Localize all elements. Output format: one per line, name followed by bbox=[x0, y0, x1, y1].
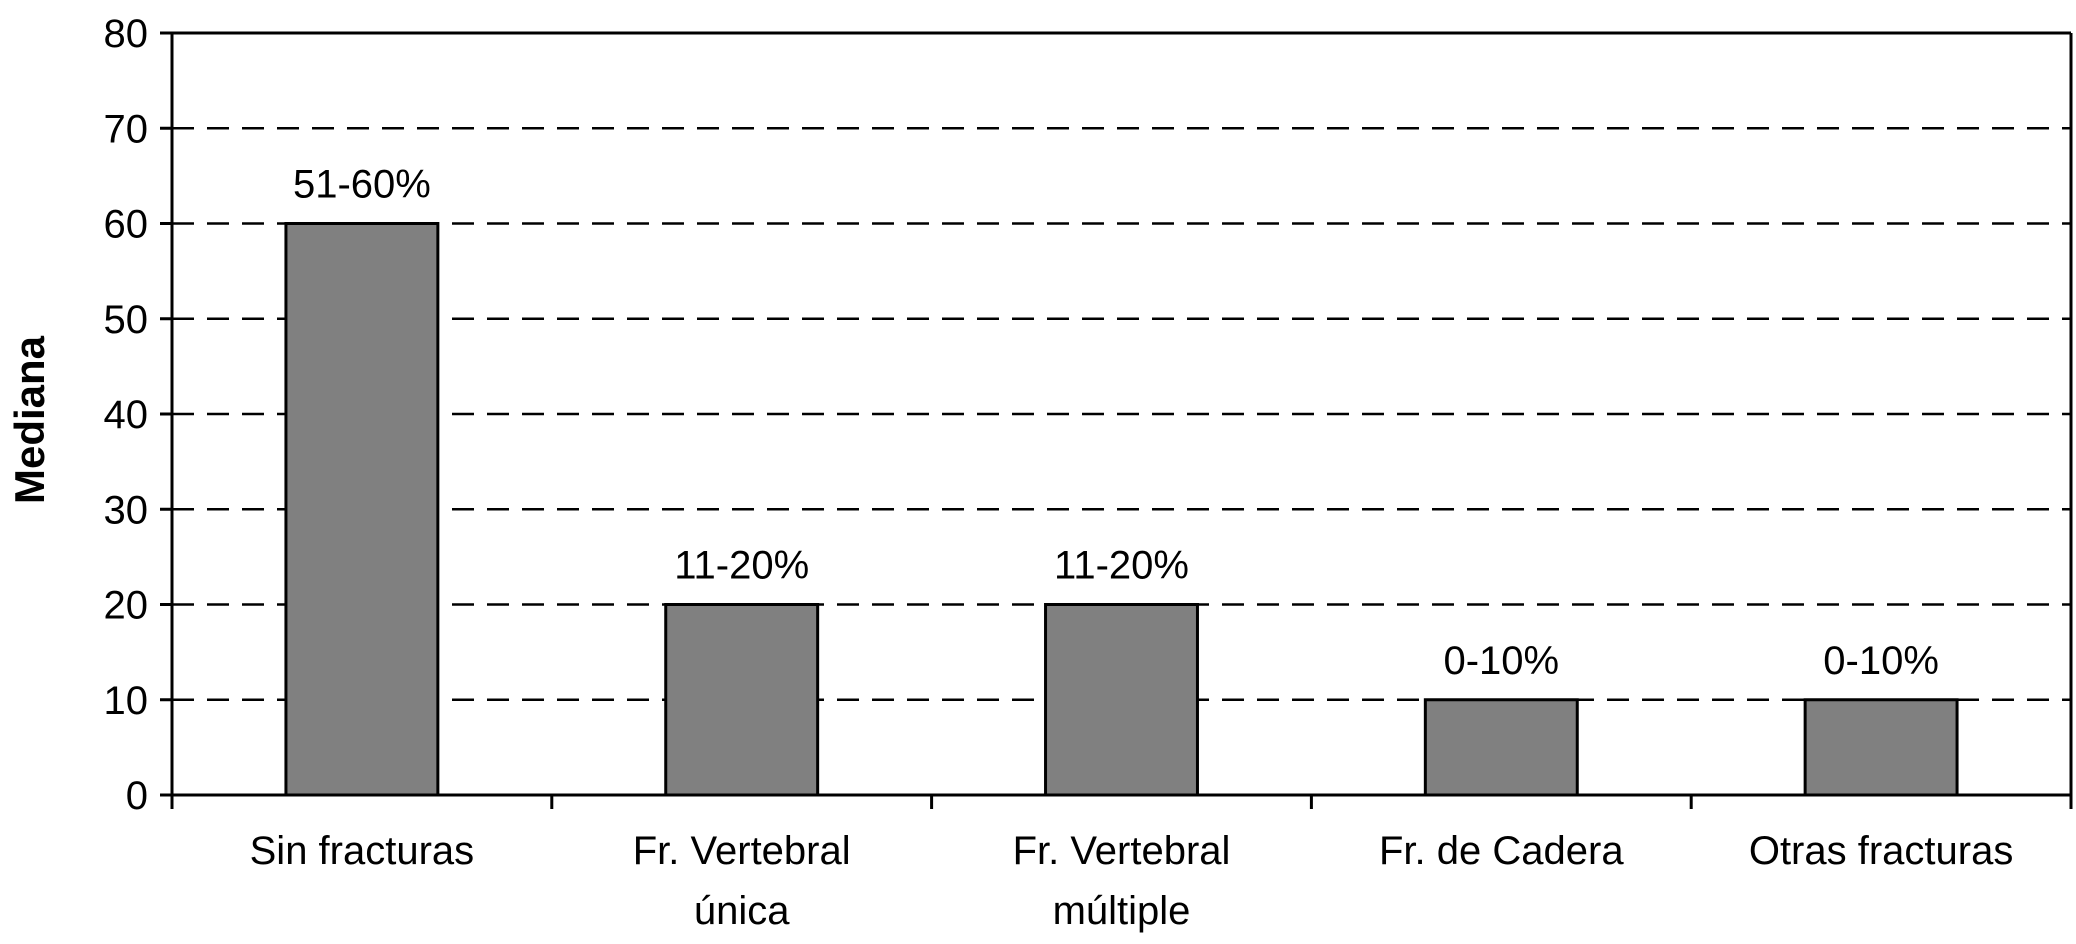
y-tick-label: 50 bbox=[104, 298, 149, 342]
gridlines bbox=[172, 127, 2071, 701]
x-category-label: Fr. Vertebral múltiple bbox=[1013, 829, 1231, 933]
bar bbox=[1803, 698, 1959, 797]
y-tick-label: 70 bbox=[104, 107, 149, 151]
axes bbox=[160, 31, 2073, 809]
data-label: 11-20% bbox=[674, 544, 809, 588]
y-tick-label: 60 bbox=[104, 203, 149, 247]
y-axis-title: Mediana bbox=[6, 335, 53, 504]
y-tick-label: 80 bbox=[104, 12, 149, 56]
bar bbox=[1044, 603, 1199, 797]
bar bbox=[284, 222, 440, 797]
x-category-label: Fr. Vertebral única bbox=[633, 829, 851, 933]
bar bbox=[664, 603, 820, 797]
data-label: 0-10% bbox=[1823, 639, 1939, 683]
y-tick-label: 20 bbox=[104, 584, 149, 628]
x-category-label: Fr. de Cadera bbox=[1379, 829, 1624, 873]
labels: 51-60% 11-20% 11-20% 0-10% 0-10% 0 10 20 30 40 50 6… bbox=[104, 12, 2014, 933]
x-category-label: Sin fracturas bbox=[250, 829, 475, 873]
bar bbox=[1423, 698, 1579, 797]
y-tick-label: 30 bbox=[104, 488, 149, 532]
y-tick-label: 0 bbox=[126, 774, 148, 818]
data-label: 0-10% bbox=[1443, 639, 1559, 683]
data-label: 11-20% bbox=[1054, 544, 1189, 588]
data-label: 51-60% bbox=[293, 163, 431, 207]
y-tick-label: 10 bbox=[104, 679, 149, 723]
x-category-label: Otras fracturas bbox=[1749, 829, 2014, 873]
y-tick-label: 40 bbox=[104, 393, 149, 437]
